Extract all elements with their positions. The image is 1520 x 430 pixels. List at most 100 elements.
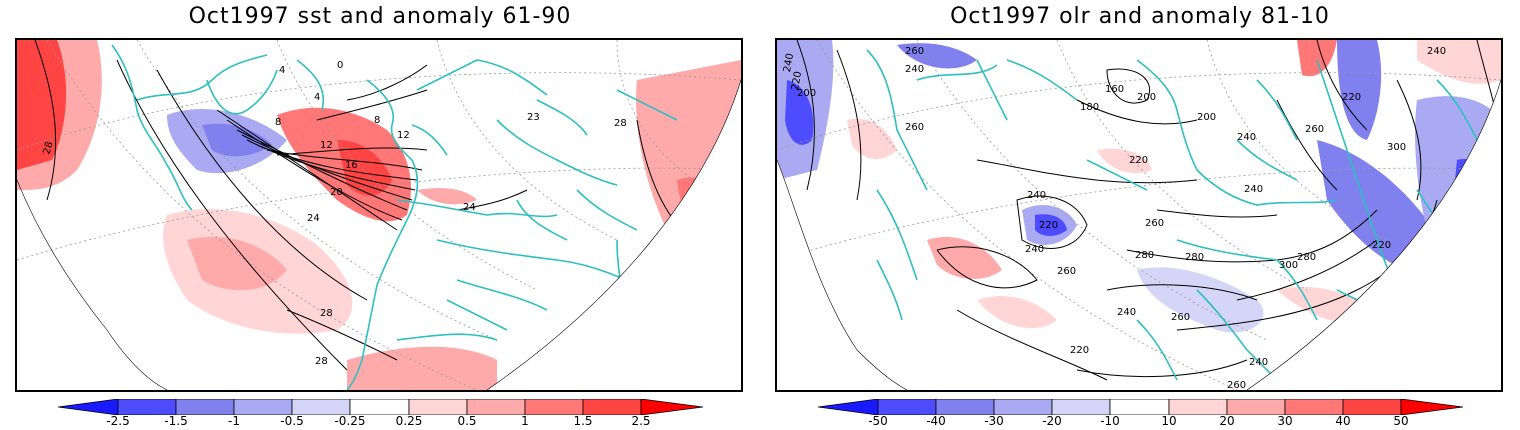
olr-neg-anomaly-east-band bbox=[1317, 140, 1431, 270]
olr-pos-anomaly-south bbox=[977, 296, 1057, 329]
olr-contour-label: 240 bbox=[1244, 184, 1263, 195]
olr-colorbar-segment bbox=[1168, 399, 1228, 415]
olr-colorbar-segment bbox=[1226, 399, 1286, 415]
olr-graticule bbox=[777, 40, 1501, 390]
olr-pos-anomaly-mid-north bbox=[1097, 148, 1152, 174]
olr-contour-label: 240 bbox=[1237, 132, 1256, 143]
olr-neg-anomaly-east bbox=[1337, 40, 1382, 140]
olr-contour-label: 260 bbox=[905, 46, 924, 57]
olr-colorbar-segment bbox=[1109, 399, 1170, 415]
olr-pos-anomaly-northwest bbox=[847, 118, 897, 160]
olr-colorbar-segment bbox=[877, 399, 937, 415]
olr-contour-label: 240 bbox=[1249, 357, 1268, 368]
olr-contour-label: 260 bbox=[1057, 266, 1076, 277]
sst-contour-label: 24 bbox=[307, 213, 320, 224]
sst-warm-anomaly-subtropic-core bbox=[187, 236, 287, 291]
olr-map-edge bbox=[1246, 79, 1501, 390]
sst-colorbar-label: 0.5 bbox=[457, 414, 477, 428]
sst-contour-label: 28 bbox=[320, 308, 333, 319]
olr-colorbar-segment bbox=[1342, 399, 1402, 415]
olr-contour-label: 240 bbox=[1027, 190, 1046, 201]
olr-colorbar-label: 30 bbox=[1277, 414, 1293, 428]
sst-map-edge bbox=[486, 79, 741, 390]
olr-colorbar-label: 20 bbox=[1219, 414, 1235, 428]
olr-colorbar-label: -30 bbox=[984, 414, 1004, 428]
sst-contours bbox=[34, 40, 718, 371]
sst-colorbar-segment bbox=[349, 399, 410, 415]
olr-map-svg: 240 220 260 240 200 180 160 200 200 220 … bbox=[777, 40, 1501, 390]
sst-contour-label: 20 bbox=[330, 187, 343, 198]
sst-colorbar-label: 1.5 bbox=[573, 414, 593, 428]
olr-contour-label: 160 bbox=[1105, 84, 1124, 95]
sst-colorbar-arrow-left bbox=[58, 399, 119, 415]
sst-contour-label: 4 bbox=[314, 92, 320, 103]
olr-panel-title: Oct1997 olr and anomaly 81-10 bbox=[950, 4, 1330, 29]
olr-contour-label: 200 bbox=[1197, 112, 1216, 123]
sst-map-edge-left bbox=[17, 179, 168, 390]
olr-colorbar-label: 40 bbox=[1335, 414, 1351, 428]
olr-colorbar-label: -50 bbox=[868, 414, 888, 428]
olr-contour-label: 260 bbox=[1227, 380, 1246, 390]
olr-colorbar-segment bbox=[993, 399, 1053, 415]
sst-colorbar-label: 2.5 bbox=[631, 414, 651, 428]
olr-colorbar-label: 50 bbox=[1393, 414, 1409, 428]
sst-colorbar-segment bbox=[117, 399, 177, 415]
olr-map: 240 220 260 240 200 180 160 200 200 220 … bbox=[775, 38, 1503, 392]
olr-colorbar-label: -20 bbox=[1042, 414, 1062, 428]
sst-colorbar-label: -1 bbox=[228, 414, 240, 428]
olr-contour-label: 300 bbox=[1279, 260, 1298, 271]
olr-colorbar-arrow-right bbox=[1400, 399, 1463, 415]
sst-contour-label: 24 bbox=[463, 202, 476, 213]
sst-colorbar-label: -1.5 bbox=[164, 414, 188, 428]
olr-colorbar-segment bbox=[935, 399, 995, 415]
olr-contour-label: 220 bbox=[1372, 240, 1391, 251]
sst-colorbar-segment bbox=[582, 399, 642, 415]
sst-contour-label: 4 bbox=[279, 65, 285, 76]
olr-contour-label: 260 bbox=[1305, 124, 1324, 135]
olr-pos-anomaly-northeast bbox=[1297, 40, 1337, 77]
olr-contour-label: 240 bbox=[1117, 307, 1136, 318]
sst-panel: Oct1997 sst and anomaly 61-90 bbox=[15, 4, 743, 428]
sst-colorbar-segment bbox=[524, 399, 584, 415]
olr-contour-label: 240 bbox=[905, 64, 924, 75]
olr-colorbar-label: -40 bbox=[926, 414, 946, 428]
sst-colorbar-label: 0.25 bbox=[395, 414, 423, 428]
olr-contour-label: 220 bbox=[790, 70, 804, 91]
sst-colorbar bbox=[58, 399, 703, 415]
olr-neg-anomaly-center-core bbox=[1035, 214, 1067, 236]
olr-contour-label: 280 bbox=[1185, 252, 1204, 263]
olr-neg-anomaly-mid bbox=[1137, 267, 1264, 333]
sst-map-svg: 4 0 4 8 12 16 20 24 28 28 28 24 23 28 8 … bbox=[17, 40, 741, 390]
sst-contour-label: 0 bbox=[337, 60, 343, 71]
sst-colorbar-label: -0.25 bbox=[334, 414, 366, 428]
sst-strong-anomaly-west bbox=[17, 40, 67, 170]
olr-contour-label: 280 bbox=[1297, 252, 1316, 263]
sst-colorbar-label: 1 bbox=[521, 414, 529, 428]
olr-contour-label: 220 bbox=[1342, 92, 1361, 103]
olr-contour-label: 240 bbox=[1025, 244, 1044, 255]
sst-cold-anomaly-core bbox=[202, 123, 272, 157]
sst-contour-label: 23 bbox=[527, 112, 540, 123]
sst-warm-anomaly-south bbox=[347, 346, 497, 390]
olr-neg-anomaly-north bbox=[897, 43, 977, 69]
sst-colorbar-segment bbox=[408, 399, 468, 415]
olr-contour-label: 300 bbox=[1387, 142, 1406, 153]
sst-colorbar-segment bbox=[233, 399, 293, 415]
olr-contour-label: 240 bbox=[782, 52, 796, 73]
olr-panel: Oct1997 olr and anomaly 81-10 bbox=[760, 0, 1520, 430]
sst-colorbar-segment bbox=[466, 399, 526, 415]
olr-colorbar bbox=[818, 399, 1463, 415]
sst-contour-label: 8 bbox=[275, 117, 281, 128]
olr-contour-label: 260 bbox=[905, 122, 924, 133]
olr-contour-label: 260 bbox=[1171, 312, 1190, 323]
olr-colorbar-segment bbox=[1284, 399, 1344, 415]
olr-contour-label: 220 bbox=[1039, 220, 1058, 231]
sst-warm-anomaly-core bbox=[337, 140, 392, 196]
olr-colorbar-arrow-left bbox=[818, 399, 879, 415]
sst-contour-label: 28 bbox=[42, 140, 56, 155]
olr-colorbar-label: -10 bbox=[1100, 414, 1120, 428]
sst-contour-labels: 4 0 4 8 12 16 20 24 28 28 28 24 23 28 8 … bbox=[42, 60, 627, 367]
olr-colorbar-segment bbox=[1051, 399, 1111, 415]
olr-contour-label: 240 bbox=[1427, 46, 1446, 57]
olr-map-edge-left bbox=[777, 159, 908, 390]
